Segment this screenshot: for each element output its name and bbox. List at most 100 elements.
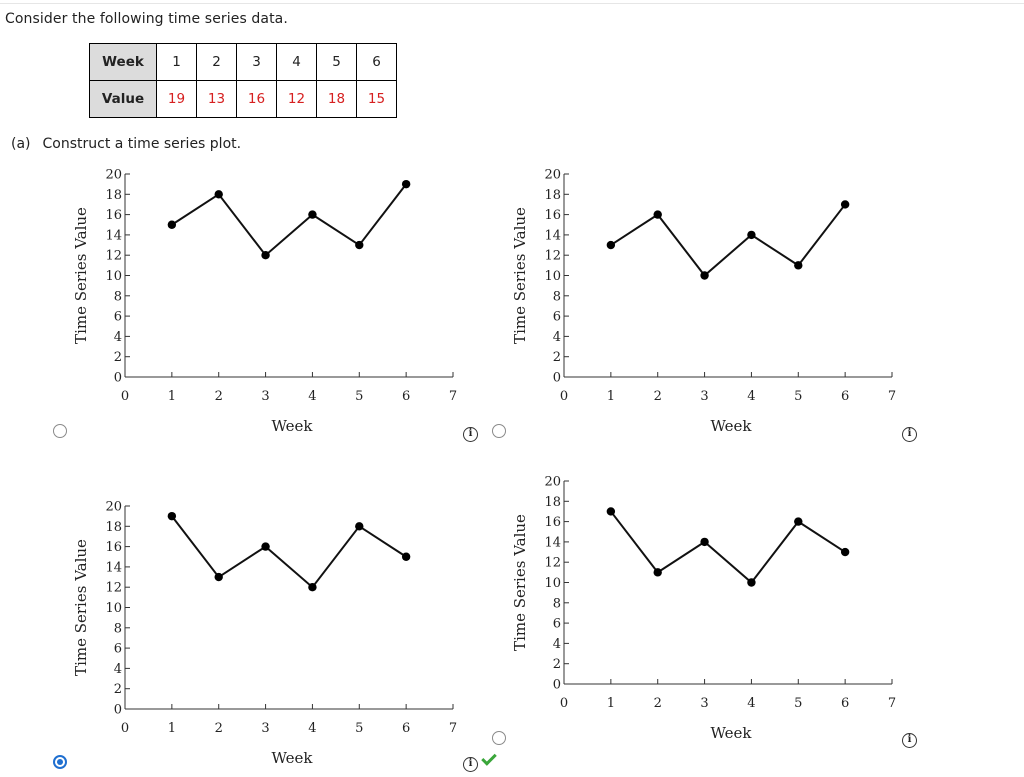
part-a-label: (a) [11, 136, 31, 152]
y-tick-label: 2 [553, 350, 561, 365]
data-point [355, 240, 364, 250]
x-tick-label: 6 [402, 389, 410, 404]
x-tick-label: 4 [308, 389, 316, 404]
y-tick-label: 8 [553, 289, 561, 304]
y-tick-label: 20 [544, 475, 561, 490]
x-tick-label: 3 [261, 721, 269, 736]
y-tick-label: 18 [105, 520, 122, 535]
x-tick-label: 6 [841, 696, 849, 711]
x-tick-label: 5 [794, 696, 802, 711]
question-text: Consider the following time series data. [5, 11, 288, 27]
series-line [171, 515, 407, 589]
week-cell: 2 [196, 43, 237, 81]
y-tick-label: 6 [114, 642, 122, 657]
radio-option-top-right[interactable] [492, 424, 506, 438]
x-tick-label: 3 [261, 389, 269, 404]
x-tick-label: 4 [747, 696, 755, 711]
data-point [167, 220, 177, 229]
series-line [171, 183, 407, 257]
part-a-text: Construct a time series plot. [42, 136, 242, 152]
data-point [653, 210, 662, 219]
y-tick-label: 16 [105, 540, 122, 555]
data-point [214, 572, 223, 582]
data-point [167, 511, 177, 521]
radio-option-top-left[interactable] [53, 424, 67, 438]
y-tick-label: 10 [105, 269, 122, 284]
data-point [840, 200, 850, 209]
x-tick-label: 2 [215, 721, 223, 736]
x-tick-label: 4 [747, 389, 755, 404]
y-tick-label: 12 [544, 249, 561, 264]
y-tick-label: 4 [553, 637, 561, 652]
x-axis-label: Week [710, 724, 752, 742]
data-table: Week 1 2 3 4 5 6 Value 19 13 16 12 18 15 [89, 43, 397, 118]
radio-option-bottom-right[interactable] [492, 731, 506, 745]
data-point [401, 179, 411, 189]
y-tick-label: 0 [553, 678, 561, 693]
y-tick-label: 12 [105, 581, 122, 596]
x-tick-label: 0 [560, 389, 568, 404]
x-tick-label: 5 [355, 389, 363, 404]
y-tick-label: 10 [544, 269, 561, 284]
week-cell: 3 [236, 43, 277, 81]
top-divider [0, 3, 1024, 4]
y-tick-label: 8 [114, 621, 122, 636]
week-cell: 5 [316, 43, 357, 81]
series-line [610, 510, 846, 584]
data-point [261, 251, 270, 260]
y-tick-label: 8 [114, 289, 122, 304]
x-tick-label: 1 [168, 721, 176, 736]
y-axis-label: Time Series Value [72, 539, 90, 676]
value-header: Value [89, 80, 157, 118]
data-point [700, 537, 709, 547]
x-axis-label: Week [271, 417, 313, 435]
x-tick-label: 0 [121, 389, 129, 404]
y-tick-label: 2 [114, 350, 122, 365]
info-icon[interactable]: i [902, 427, 917, 442]
data-point [401, 552, 411, 561]
value-cell: 19 [156, 80, 197, 118]
x-tick-label: 1 [168, 389, 176, 404]
info-icon[interactable]: i [463, 427, 478, 442]
data-point [747, 578, 756, 587]
week-header: Week [89, 43, 157, 81]
info-icon[interactable]: i [463, 757, 478, 772]
y-tick-label: 4 [114, 662, 122, 677]
value-cell: 12 [276, 80, 317, 118]
y-tick-label: 4 [553, 330, 561, 345]
y-tick-label: 20 [105, 168, 122, 183]
x-axis-label: Week [710, 417, 752, 435]
x-tick-label: 2 [654, 696, 662, 711]
y-tick-label: 16 [544, 208, 561, 223]
data-point [606, 240, 616, 250]
radio-option-bottom-left[interactable] [53, 755, 67, 769]
data-point [700, 271, 709, 280]
y-tick-label: 4 [114, 330, 122, 345]
info-icon[interactable]: i [902, 733, 917, 748]
x-tick-label: 6 [402, 721, 410, 736]
x-tick-label: 7 [888, 389, 896, 404]
y-tick-label: 2 [553, 657, 561, 672]
data-point [794, 517, 803, 526]
series-line [610, 203, 846, 277]
y-tick-label: 6 [553, 310, 561, 325]
y-tick-label: 20 [544, 168, 561, 183]
y-tick-label: 14 [105, 560, 122, 575]
x-tick-label: 3 [700, 696, 708, 711]
data-point [214, 190, 223, 199]
x-axis-label: Week [271, 749, 313, 767]
value-cell: 18 [316, 80, 357, 118]
x-tick-label: 5 [794, 389, 802, 404]
y-tick-label: 2 [114, 682, 122, 697]
x-tick-label: 7 [449, 721, 457, 736]
data-point [747, 230, 756, 240]
data-point [355, 522, 364, 531]
x-tick-label: 7 [888, 696, 896, 711]
y-tick-label: 6 [553, 617, 561, 632]
y-tick-label: 12 [105, 249, 122, 264]
table-row-value: Value 19 13 16 12 18 15 [89, 80, 397, 118]
data-point [308, 210, 317, 219]
